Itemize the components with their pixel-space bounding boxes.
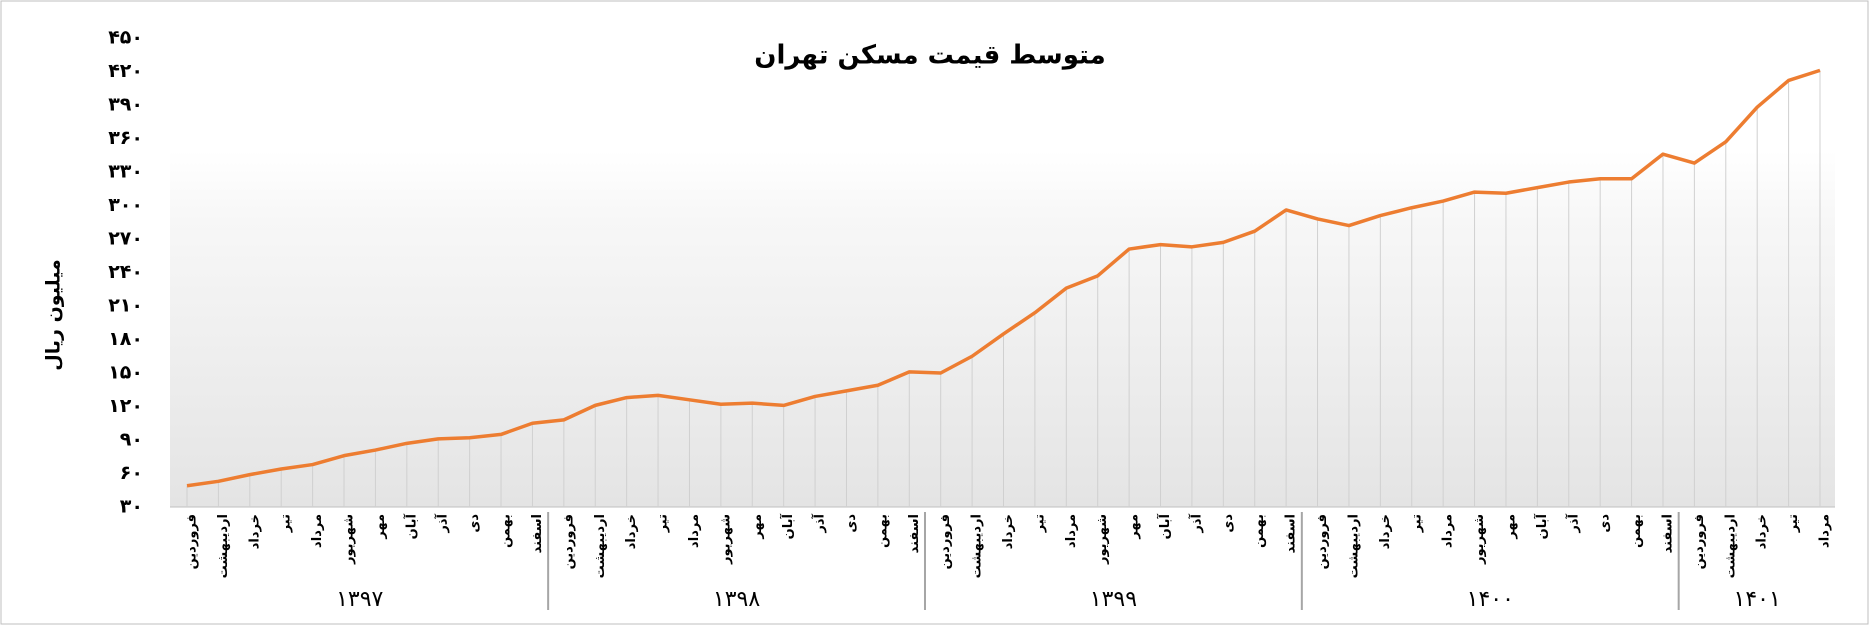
y-tick-label: ۳۰۰ [108,194,143,216]
x-tick-label: خرداد [1378,514,1393,549]
x-tick-label: دی [467,514,482,533]
x-tick-label: اردیبهشت [1346,514,1361,578]
x-tick-label: اسفند [530,514,545,553]
x-tick-label: تیر [1032,514,1047,533]
y-tick-label: ۶۰ [120,462,143,484]
x-tick-label: فروردین [185,514,200,569]
y-tick-label: ۹۰ [120,429,143,451]
x-tick-label: بهمن [1252,514,1267,548]
x-tick-label: شهریور [1095,514,1110,565]
x-tick-label: مرداد [1441,514,1456,548]
x-tick-label: دی [1221,514,1236,533]
x-tick-label: آبان [779,513,796,539]
x-tick-label: دی [1598,514,1613,533]
x-tick-label: اسفند [1284,514,1299,553]
x-tick-label: مرداد [1064,514,1079,548]
x-tick-label: مهر [1127,514,1142,540]
y-tick-label: ۲۴۰ [108,261,143,283]
y-tick-label: ۴۲۰ [108,60,143,82]
group-label: ۱۳۹۹ [1090,587,1137,612]
group-label: ۱۳۹۷ [336,587,383,612]
chart-title: متوسط قیمت مسکن تهران [754,41,1105,71]
x-tick-label: اردیبهشت [593,514,608,578]
x-tick-label: آذر [434,513,451,533]
plot-background [170,150,1835,507]
x-tick-label: شهریور [718,514,733,565]
x-tick-label: مرداد [687,514,702,548]
x-tick-label: تیر [1786,514,1801,533]
data-line [186,68,1821,488]
x-tick-label: آذر [1187,513,1204,533]
x-tick-label: خرداد [624,514,639,549]
x-tick-label: آذر [811,513,828,533]
group-label: ۱۳۹۸ [713,587,760,612]
y-tick-label: ۴۵۰ [108,27,143,49]
x-tick-label: اسفند [907,514,922,553]
x-tick-label: دی [844,514,859,533]
group-label: ۱۴۰۰ [1467,587,1514,612]
x-tick-label: خرداد [247,514,262,549]
x-tick-label: بهمن [1629,514,1644,548]
x-tick-label: خرداد [1001,514,1016,549]
x-tick-label: آذر [1564,513,1581,533]
y-tick-label: ۲۷۰ [108,228,143,250]
x-tick-label: فروردین [938,514,953,569]
x-tick-label: شهریور [342,514,357,565]
y-tick-label: ۳۹۰ [108,94,143,116]
y-tick-label: ۱۵۰ [108,362,143,384]
y-tick-label: ۳۳۰ [108,161,143,183]
x-tick-label: مهر [373,514,388,540]
x-tick-label: آبان [1533,513,1550,539]
x-tick-label: خرداد [1755,514,1770,549]
x-tick-label: مرداد [1818,514,1833,548]
x-tick-label: اردیبهشت [216,514,231,578]
x-tick-label: مرداد [310,514,325,548]
y-tick-label: ۱۲۰ [108,395,143,417]
x-tick-label: مهر [1503,514,1518,540]
x-tick-label: فروردین [561,514,576,569]
y-axis-label: میلیون ریال [43,259,65,370]
y-tick-label: ۱۸۰ [108,328,143,350]
x-tick-label: بهمن [499,514,514,548]
y-tick-label: ۲۱۰ [108,295,143,317]
x-tick-label: تیر [656,514,671,533]
x-tick-label: فروردین [1692,514,1707,569]
x-tick-label: اسفند [1660,514,1675,553]
x-tick-label: بهمن [875,514,890,548]
x-tick-label: مهر [750,514,765,540]
x-tick-label: تیر [1409,514,1424,533]
x-tick-label: اردیبهشت [1723,514,1738,578]
x-tick-label: شهریور [1472,514,1487,565]
x-tick-label: آبان [402,513,419,539]
group-label: ۱۴۰۱ [1734,587,1781,612]
y-tick-label: ۳۰ [120,496,143,518]
y-tick-label: ۳۶۰ [108,127,143,149]
x-tick-label: تیر [279,514,294,533]
x-tick-label: اردیبهشت [970,514,985,578]
x-tick-label: آبان [1156,513,1173,539]
x-tick-label: فروردین [1315,514,1330,569]
